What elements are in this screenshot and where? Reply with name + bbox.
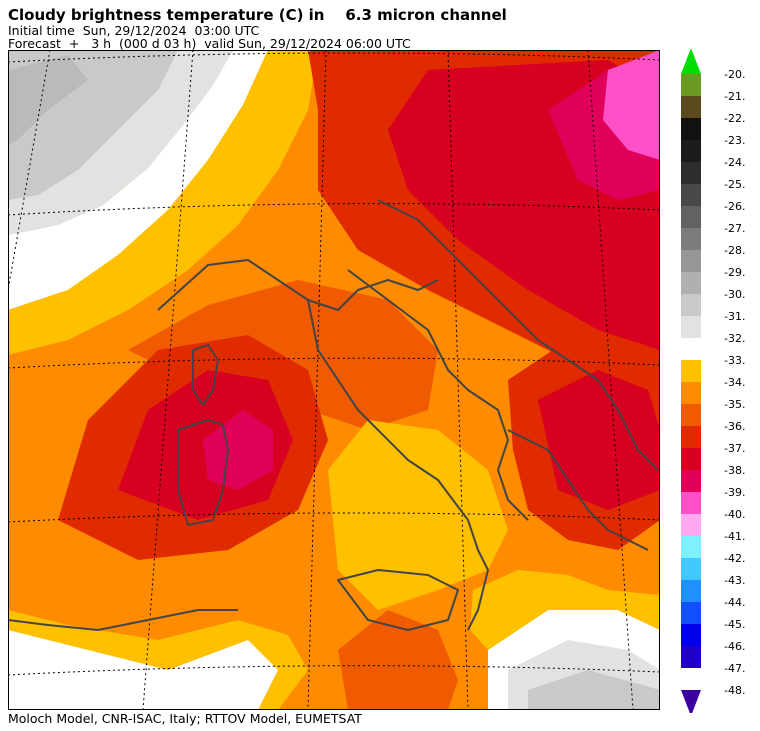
coast-italy-north bbox=[157, 259, 439, 311]
initial-time-label: Initial time Sun, 29/12/2024 03:00 UTC bbox=[8, 23, 260, 38]
coast-sicily bbox=[337, 569, 459, 631]
legend-label: -26. bbox=[724, 200, 745, 213]
coast-italy-east bbox=[347, 269, 529, 521]
field-white-south-west bbox=[8, 630, 278, 710]
legend-swatch bbox=[681, 48, 701, 74]
legend-label: -21. bbox=[724, 90, 745, 103]
legend-label: -20. bbox=[724, 68, 745, 81]
field-pink-north-east bbox=[603, 50, 660, 160]
legend-swatch bbox=[681, 272, 701, 294]
coast-africa bbox=[8, 609, 238, 631]
legend-swatch bbox=[681, 250, 701, 272]
legend-swatch bbox=[681, 228, 701, 250]
legend-label: -28. bbox=[724, 244, 745, 257]
legend-label: -34. bbox=[724, 376, 745, 389]
legend-swatch bbox=[681, 514, 701, 536]
legend-swatch bbox=[681, 96, 701, 118]
legend-swatch bbox=[681, 74, 701, 96]
coast-corsica bbox=[192, 344, 219, 406]
legend-swatch bbox=[681, 118, 701, 140]
field-white-strip bbox=[8, 50, 268, 310]
legend-swatch bbox=[681, 536, 701, 558]
legend-label: -31. bbox=[724, 310, 745, 323]
field-red-south bbox=[338, 610, 458, 710]
legend-swatch bbox=[681, 470, 701, 492]
legend-swatch bbox=[681, 580, 701, 602]
meridian-line bbox=[587, 50, 634, 710]
field-darkred-east bbox=[538, 370, 660, 510]
legend-label: -46. bbox=[724, 640, 745, 653]
legend-swatch bbox=[681, 316, 701, 338]
field-yellow-east-strip bbox=[470, 570, 660, 650]
legend-label: -39. bbox=[724, 486, 745, 499]
legend-swatch bbox=[681, 360, 701, 382]
legend-label: -23. bbox=[724, 134, 745, 147]
coast-italy-west bbox=[307, 299, 489, 631]
legend-label: -24. bbox=[724, 156, 745, 169]
field-yellow-south bbox=[328, 420, 508, 610]
legend-label: -30. bbox=[724, 288, 745, 301]
legend-label: -48. bbox=[724, 684, 745, 697]
legend-swatch bbox=[681, 426, 701, 448]
brightness-temperature-map bbox=[8, 50, 660, 710]
legend-swatch bbox=[681, 602, 701, 624]
coast-greece bbox=[507, 429, 649, 551]
legend-swatch bbox=[681, 558, 701, 580]
legend-label: -33. bbox=[724, 354, 745, 367]
field-grey-south-east-2 bbox=[528, 670, 660, 710]
legend-label: -38. bbox=[724, 464, 745, 477]
meridian-line bbox=[307, 50, 327, 710]
field-grey-patches bbox=[8, 55, 88, 145]
parallel-line bbox=[8, 203, 660, 216]
legend-swatch bbox=[681, 162, 701, 184]
legend-swatch bbox=[681, 492, 701, 514]
legend-label: -32. bbox=[724, 332, 745, 345]
legend-swatch bbox=[681, 184, 701, 206]
legend-label: -40. bbox=[724, 508, 745, 521]
forecast-valid-label: Forecast + 3 h (000 d 03 h) valid Sun, 2… bbox=[8, 36, 411, 51]
legend-label: -47. bbox=[724, 662, 745, 675]
coast-sardinia bbox=[177, 419, 229, 526]
field-yellow-band bbox=[8, 50, 318, 355]
field-orange-core bbox=[128, 280, 438, 430]
legend-label: -42. bbox=[724, 552, 745, 565]
legend-swatch bbox=[681, 404, 701, 426]
coastlines bbox=[8, 199, 659, 631]
legend-label: -35. bbox=[724, 398, 745, 411]
map-frame bbox=[8, 50, 660, 710]
legend-swatch bbox=[681, 140, 701, 162]
legend-label: -29. bbox=[724, 266, 745, 279]
legend-swatch bbox=[681, 206, 701, 228]
parallel-line bbox=[8, 52, 660, 63]
legend-swatch bbox=[681, 448, 701, 470]
legend-label: -22. bbox=[724, 112, 745, 125]
legend-swatch bbox=[681, 338, 701, 360]
parallel-line bbox=[8, 665, 660, 676]
field-magenta-sardinia bbox=[203, 410, 273, 490]
legend-swatch bbox=[681, 382, 701, 404]
legend-labels: -20. -21. -22. -23. -24. -25. -26. -27. -28. -29.… bbox=[724, 68, 745, 697]
legend-swatch bbox=[681, 646, 701, 668]
legend-label: -41. bbox=[724, 530, 745, 543]
meridian-line bbox=[142, 50, 194, 710]
legend-label: -37. bbox=[724, 442, 745, 455]
meridian-line bbox=[8, 50, 51, 291]
legend-swatch bbox=[681, 294, 701, 316]
model-credit: Moloch Model, CNR-ISAC, Italy; RTTOV Mod… bbox=[8, 711, 362, 726]
parallel-line bbox=[8, 512, 660, 523]
legend-label: -27. bbox=[724, 222, 745, 235]
legend-label: -36. bbox=[724, 420, 745, 433]
parallel-line bbox=[8, 357, 660, 369]
legend-swatch bbox=[681, 624, 701, 646]
legend-label: -44. bbox=[724, 596, 745, 609]
legend-swatches bbox=[681, 48, 701, 713]
color-legend: -20. -21. -22. -23. -24. -25. -26. -27. -28. -29.… bbox=[681, 48, 745, 713]
legend-label: -43. bbox=[724, 574, 745, 587]
legend-label: -45. bbox=[724, 618, 745, 631]
map-title: Cloudy brightness temperature (C) in 6.3… bbox=[8, 6, 507, 24]
coast-balkans bbox=[377, 199, 659, 471]
legend-label: -25. bbox=[724, 178, 745, 191]
legend-swatch bbox=[681, 690, 701, 713]
